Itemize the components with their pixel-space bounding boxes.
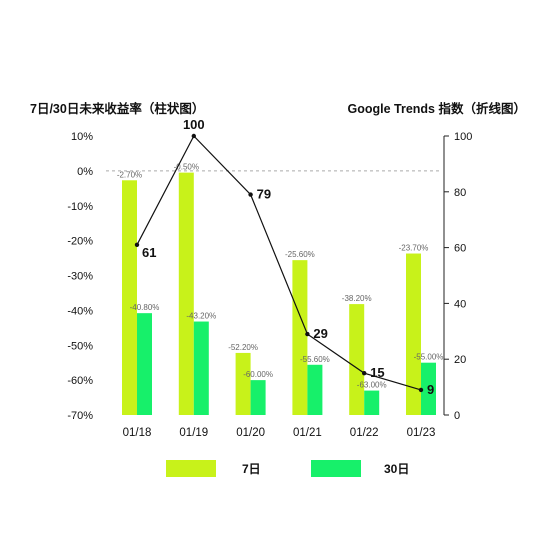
category-label: 01/19 — [179, 427, 208, 439]
bar-label-30d: -63.00% — [357, 381, 387, 390]
right-tick-label: 80 — [454, 187, 466, 199]
trend-line: 61 100 79 29 15 9 — [134, 117, 434, 397]
left-tick-label: -50% — [67, 340, 93, 352]
trend-point — [191, 133, 196, 139]
bar-label-7d: -52.20% — [228, 343, 258, 352]
legend-swatch-30d — [311, 460, 361, 477]
bar-label-30d: -40.80% — [130, 303, 160, 312]
trend-point-label: 100 — [183, 117, 205, 132]
bar-label-30d: -60.00% — [243, 370, 273, 379]
bar-7d — [178, 172, 194, 415]
right-tick-label: 100 — [454, 131, 472, 143]
category-label: 01/21 — [293, 427, 322, 439]
left-tick-label: -40% — [67, 305, 93, 317]
trend-polyline — [136, 134, 422, 391]
trend-point-label: 61 — [142, 245, 156, 260]
category-label: 01/22 — [350, 427, 379, 439]
left-tick-label: -70% — [67, 410, 93, 422]
bar-30d — [250, 380, 266, 415]
trend-point — [362, 370, 367, 376]
bar-label-30d: -43.20% — [186, 312, 216, 321]
category-labels: 01/18 01/19 01/20 01/21 01/22 01/23 — [123, 427, 436, 439]
bar-label-30d: -55.00% — [414, 353, 444, 362]
right-tick-label: 40 — [454, 298, 466, 310]
right-axis: 100 80 60 40 20 0 — [444, 131, 472, 422]
left-tick-label: -20% — [67, 236, 93, 248]
bar-label-7d: -23.70% — [399, 244, 429, 253]
bar-label-7d: -38.20% — [342, 294, 372, 303]
category-label: 01/18 — [123, 427, 152, 439]
legend: 7日 30日 — [166, 460, 409, 477]
trend-point-label: 29 — [313, 326, 327, 341]
bar-7d — [122, 180, 137, 415]
left-axis-title: 7日/30日未来收益率（柱状图） — [30, 101, 204, 116]
right-tick-label: 0 — [454, 410, 460, 422]
left-tick-label: 0% — [77, 166, 93, 178]
left-tick-label: -30% — [67, 271, 93, 283]
bar-7d — [349, 304, 365, 415]
left-axis: 10% 0% -10% -20% -30% -40% -50% -60% -70% — [67, 131, 93, 422]
right-axis-title: Google Trends 指数（折线图） — [348, 101, 527, 116]
bar-30d — [364, 390, 380, 415]
legend-swatch-7d — [166, 460, 216, 477]
trend-point — [134, 242, 140, 248]
trend-point-label: 79 — [257, 187, 271, 202]
bar-labels: -2.70% -40.80% -0.50% -43.20% -52.20% -60.00%… — [117, 163, 444, 390]
left-tick-label: 10% — [71, 131, 93, 143]
category-label: 01/23 — [407, 427, 436, 439]
bar-label-30d: -55.60% — [300, 355, 330, 364]
bar-7d — [235, 352, 251, 415]
left-tick-label: -10% — [67, 201, 93, 213]
bar-30d — [421, 362, 436, 415]
right-tick-label: 20 — [454, 354, 466, 366]
trend-point-label: 9 — [427, 382, 434, 397]
bar-label-7d: -0.50% — [174, 163, 199, 172]
trend-point-label: 15 — [370, 365, 384, 380]
left-tick-label: -60% — [67, 375, 93, 387]
trend-point — [248, 192, 253, 197]
bar-label-7d: -2.70% — [117, 170, 142, 179]
category-label: 01/20 — [236, 427, 265, 439]
legend-label-30d: 30日 — [384, 462, 409, 476]
right-tick-label: 60 — [454, 243, 466, 255]
trend-point — [418, 387, 424, 393]
bar-label-7d: -25.60% — [285, 250, 315, 259]
bar-30d — [307, 364, 323, 415]
legend-label-7d: 7日 — [242, 462, 261, 476]
bars — [122, 172, 436, 415]
bar-30d — [137, 313, 152, 415]
bar-7d — [292, 260, 308, 415]
bar-30d — [193, 321, 209, 415]
trend-point — [305, 331, 310, 337]
bar-7d — [406, 253, 421, 415]
